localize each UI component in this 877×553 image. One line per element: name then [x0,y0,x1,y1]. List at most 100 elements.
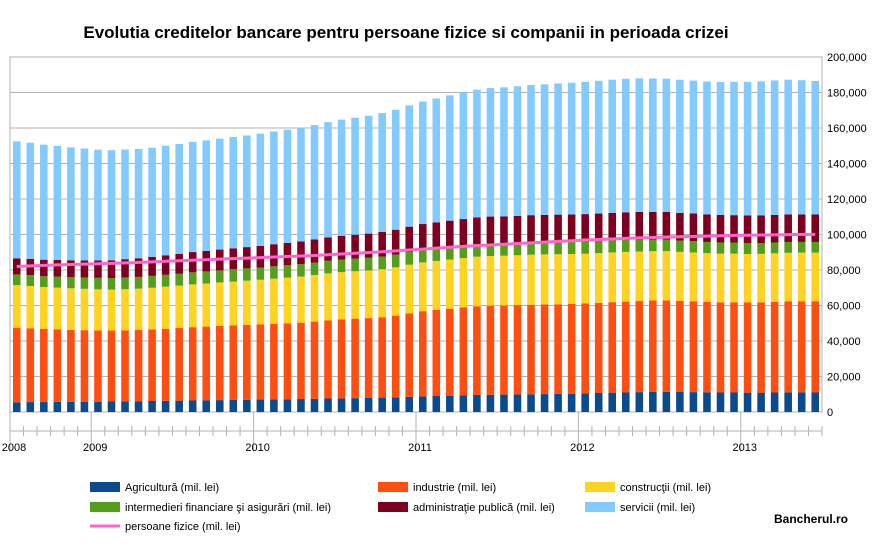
y-tick-label: 20,000 [827,372,861,384]
bar-servicii [12,141,21,259]
bar-agricultura [554,393,562,412]
bar-agricultura [500,394,508,412]
bar-administratie [743,215,752,244]
bar-intermedieri [554,242,562,255]
bar-servicii [527,85,535,216]
bar-servicii [730,81,738,216]
bar-intermedieri [256,267,265,280]
bar-constructii [540,254,549,305]
bar-servicii [486,88,495,217]
bar-administratie [811,214,820,242]
bar-agricultura [770,392,779,412]
bar-industrie [121,330,129,402]
bar-intermedieri [297,264,305,277]
bar-intermedieri [161,274,170,287]
bar-administratie [649,211,657,240]
bar-servicii [540,84,549,215]
bar-agricultura [743,392,752,412]
bar-industrie [649,300,657,392]
bar-agricultura [270,399,278,412]
bar-industrie [40,328,48,403]
bar-administratie [270,244,278,267]
bar-intermedieri [337,259,346,273]
bar-agricultura [689,392,698,412]
bar-intermedieri [121,277,129,290]
bar-industrie [540,304,549,395]
bar-constructii [80,288,89,331]
bar-industrie [527,304,535,395]
bar-constructii [391,267,400,316]
y-tick-label: 60,000 [827,301,861,313]
bar-industrie [94,330,102,402]
bar-agricultura [486,394,495,412]
bar-industrie [689,301,698,393]
bar-agricultura [26,402,35,412]
bar-intermedieri [229,269,238,282]
bar-constructii [94,289,102,331]
bar-industrie [324,320,332,399]
bar-administratie [148,256,156,276]
x-year-label: 2010 [245,442,269,454]
bar-administratie [527,215,535,243]
bar-industrie [784,301,792,393]
bar-servicii [757,81,765,216]
bar-industrie [391,315,400,398]
bar-agricultura [188,400,197,412]
bar-administratie [378,232,386,257]
bar-industrie [662,300,671,392]
bar-industrie [67,329,75,402]
bar-servicii [621,78,630,213]
bar-industrie [107,330,116,402]
bar-constructii [635,251,644,302]
bar-servicii [243,135,251,248]
bar-industrie [229,325,238,400]
bar-agricultura [811,392,820,412]
bar-constructii [121,289,129,331]
bar-intermedieri [527,242,535,255]
bar-agricultura [513,394,522,412]
bar-agricultura [527,394,535,412]
bar-agricultura [473,394,481,412]
y-tick-label: 80,000 [827,265,861,277]
bar-industrie [26,328,35,403]
bar-intermedieri [391,254,400,268]
bar-constructii [486,255,495,306]
bar-intermedieri [432,248,441,261]
bar-intermedieri [594,241,603,254]
bar-administratie [581,214,589,242]
bar-constructii [784,252,792,302]
bar-administratie [797,214,806,242]
bar-intermedieri [689,241,698,253]
persoane-fizice-line [16,232,816,268]
y-tick-label: 200,000 [827,52,867,64]
bar-agricultura [107,401,116,412]
bar-intermedieri [324,260,332,274]
bar-administratie [540,214,549,243]
bar-servicii [26,142,35,259]
bar-industrie [676,300,684,392]
bar-intermedieri [310,262,319,275]
bar-intermedieri [649,239,657,252]
bar-administratie [594,213,603,242]
bar-constructii [364,270,373,319]
bar-servicii [256,133,265,246]
bar-administratie [676,212,684,241]
bar-administratie [621,212,630,241]
bar-industrie [53,329,62,402]
bar-servicii [743,81,752,216]
bar-constructii [554,254,562,305]
bar-industrie [473,306,481,395]
bar-stacks [12,78,820,412]
bar-servicii [446,95,454,221]
bar-administratie [53,259,62,277]
bar-administratie [337,235,346,260]
bar-servicii [581,81,589,215]
bar-industrie [351,318,359,399]
bar-servicii [635,78,644,212]
bar-industrie [716,302,725,393]
bar-industrie [743,302,752,393]
bar-intermedieri [662,239,671,252]
bar-administratie [608,212,617,241]
bar-agricultura [662,391,671,412]
bar-constructii [202,283,211,327]
